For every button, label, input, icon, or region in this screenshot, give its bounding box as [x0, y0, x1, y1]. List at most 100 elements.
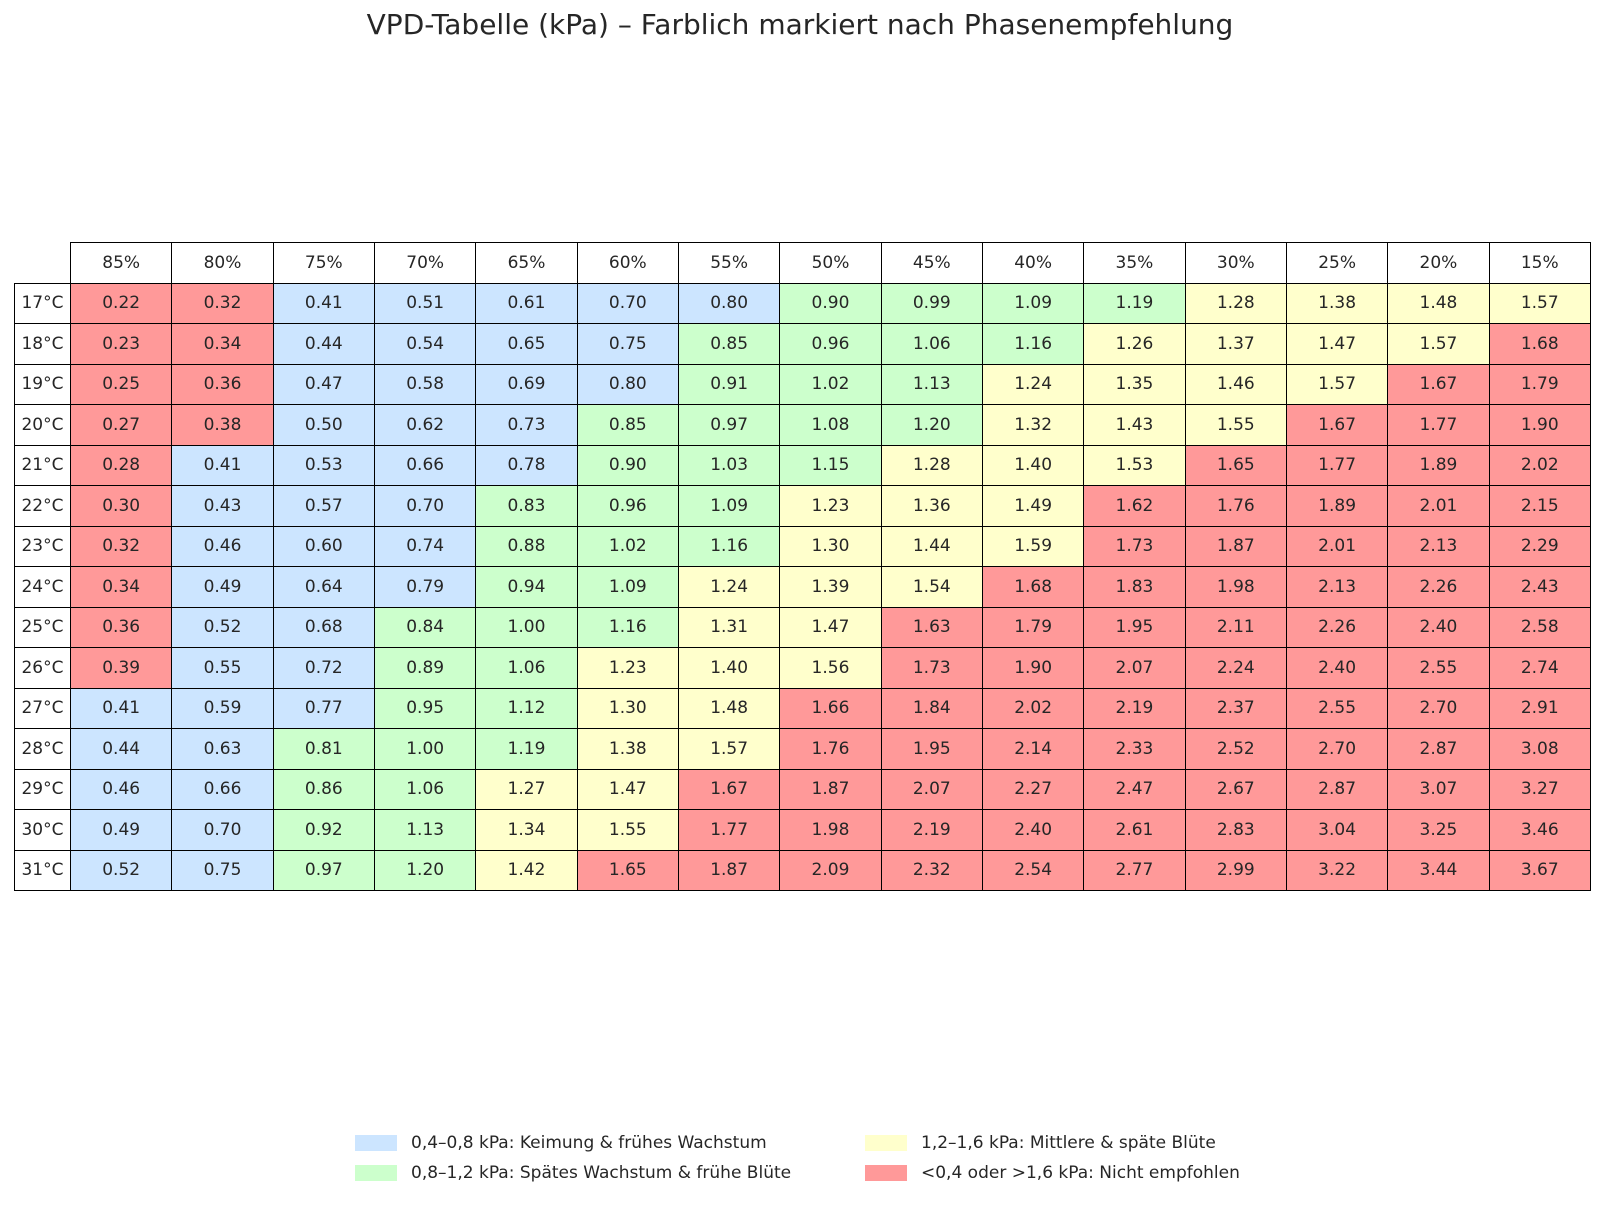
column-header: 35%: [1083, 242, 1186, 284]
vpd-cell: 0.66: [171, 768, 274, 810]
vpd-cell: 2.19: [880, 809, 983, 851]
vpd-cell: 1.57: [1488, 282, 1591, 324]
vpd-cell: 2.83: [1184, 809, 1287, 851]
table-row: 22°C 0.30 0.43 0.57 0.70 0.83 0.96 1.09 1.23 1.36…: [14, 485, 1591, 527]
vpd-cell: 1.38: [576, 728, 679, 770]
vpd-cell: 0.32: [69, 525, 173, 567]
vpd-cell: 1.47: [1285, 323, 1389, 365]
vpd-cell: 2.32: [880, 849, 983, 891]
row-header: 28°C: [14, 728, 71, 770]
vpd-cell: 1.42: [475, 849, 578, 891]
vpd-cell: 0.66: [373, 444, 477, 486]
vpd-cell: 2.29: [1488, 525, 1591, 567]
vpd-cell: 1.09: [677, 485, 781, 527]
vpd-cell: 1.46: [1184, 363, 1287, 405]
column-header: 85%: [69, 242, 173, 284]
vpd-cell: 3.22: [1285, 849, 1389, 891]
vpd-cell: 1.90: [1488, 404, 1591, 446]
vpd-cell: 0.80: [677, 282, 781, 324]
vpd-cell: 3.44: [1387, 849, 1490, 891]
vpd-cell: 2.33: [1083, 728, 1186, 770]
column-header: 20%: [1387, 242, 1490, 284]
vpd-cell: 1.66: [779, 687, 882, 729]
vpd-cell: 2.40: [1387, 606, 1490, 648]
vpd-cell: 2.40: [981, 809, 1085, 851]
vpd-cell: 0.61: [475, 282, 578, 324]
row-header: 17°C: [14, 282, 71, 324]
table-row: 27°C 0.41 0.59 0.77 0.95 1.12 1.30 1.48 1.66 1.84…: [14, 687, 1591, 729]
vpd-cell: 0.80: [576, 363, 679, 405]
column-header: 50%: [779, 242, 882, 284]
vpd-cell: 1.87: [1184, 525, 1287, 567]
vpd-cell: 0.68: [272, 606, 375, 648]
vpd-cell: 1.76: [1184, 485, 1287, 527]
vpd-cell: 2.11: [1184, 606, 1287, 648]
table-row: 23°C 0.32 0.46 0.60 0.74 0.88 1.02 1.16 1.30 1.44…: [14, 525, 1591, 567]
vpd-cell: 1.32: [981, 404, 1085, 446]
row-header: 27°C: [14, 687, 71, 729]
vpd-cell: 0.84: [373, 606, 477, 648]
vpd-cell: 0.90: [576, 444, 679, 486]
vpd-cell: 0.44: [69, 728, 173, 770]
row-header: 26°C: [14, 647, 71, 689]
vpd-cell: 2.02: [1488, 444, 1591, 486]
vpd-cell: 0.34: [69, 566, 173, 608]
vpd-cell: 0.74: [373, 525, 477, 567]
vpd-cell: 2.14: [981, 728, 1085, 770]
vpd-cell: 0.58: [373, 363, 477, 405]
vpd-cell: 1.13: [880, 363, 983, 405]
vpd-cell: 0.65: [475, 323, 578, 365]
vpd-cell: 0.55: [171, 647, 274, 689]
table-row: 20°C 0.27 0.38 0.50 0.62 0.73 0.85 0.97 1.08 1.20…: [14, 404, 1591, 446]
vpd-cell: 2.87: [1285, 768, 1389, 810]
vpd-cell: 0.75: [576, 323, 679, 365]
vpd-cell: 1.00: [373, 728, 477, 770]
vpd-cell: 3.67: [1488, 849, 1591, 891]
vpd-cell: 0.94: [475, 566, 578, 608]
vpd-cell: 1.65: [576, 849, 679, 891]
row-header: 20°C: [14, 404, 71, 446]
vpd-cell: 1.19: [475, 728, 578, 770]
vpd-cell: 0.34: [171, 323, 274, 365]
row-header: 19°C: [14, 363, 71, 405]
column-header: 75%: [272, 242, 375, 284]
vpd-cell: 0.70: [576, 282, 679, 324]
vpd-cell: 3.08: [1488, 728, 1591, 770]
vpd-cell: 2.27: [981, 768, 1085, 810]
column-header: 45%: [880, 242, 983, 284]
legend-label: 0,4–0,8 kPa: Keimung & frühes Wachstum: [411, 1133, 767, 1153]
vpd-cell: 1.28: [1184, 282, 1287, 324]
vpd-cell: 1.68: [1488, 323, 1591, 365]
vpd-cell: 1.36: [880, 485, 983, 527]
vpd-cell: 1.27: [475, 768, 578, 810]
vpd-cell: 0.77: [272, 687, 375, 729]
vpd-cell: 1.09: [576, 566, 679, 608]
vpd-cell: 1.44: [880, 525, 983, 567]
vpd-cell: 1.40: [677, 647, 781, 689]
legend-swatch: [355, 1165, 397, 1181]
vpd-cell: 1.98: [1184, 566, 1287, 608]
vpd-cell: 0.57: [272, 485, 375, 527]
vpd-cell: 0.69: [475, 363, 578, 405]
vpd-cell: 1.79: [981, 606, 1085, 648]
vpd-cell: 2.01: [1387, 485, 1490, 527]
vpd-cell: 1.31: [677, 606, 781, 648]
vpd-cell: 1.57: [1387, 323, 1490, 365]
table-row: 21°C 0.28 0.41 0.53 0.66 0.78 0.90 1.03 1.15 1.28…: [14, 444, 1591, 486]
legend-label: 0,8–1,2 kPa: Spätes Wachstum & frühe Blü…: [411, 1163, 792, 1183]
vpd-cell: 1.56: [779, 647, 882, 689]
vpd-cell: 1.57: [1285, 363, 1389, 405]
vpd-cell: 0.60: [272, 525, 375, 567]
vpd-cell: 2.91: [1488, 687, 1591, 729]
vpd-cell: 0.41: [171, 444, 274, 486]
vpd-cell: 2.37: [1184, 687, 1287, 729]
vpd-cell: 0.27: [69, 404, 173, 446]
row-header: 25°C: [14, 606, 71, 648]
vpd-cell: 2.24: [1184, 647, 1287, 689]
vpd-cell: 0.75: [171, 849, 274, 891]
legend-item: 0,4–0,8 kPa: Keimung & frühes Wachstum: [355, 1133, 767, 1153]
vpd-cell: 0.25: [69, 363, 173, 405]
vpd-cell: 0.79: [373, 566, 477, 608]
vpd-cell: 2.43: [1488, 566, 1591, 608]
legend: 0,4–0,8 kPa: Keimung & frühes Wachstum 0,…: [355, 1133, 1335, 1193]
